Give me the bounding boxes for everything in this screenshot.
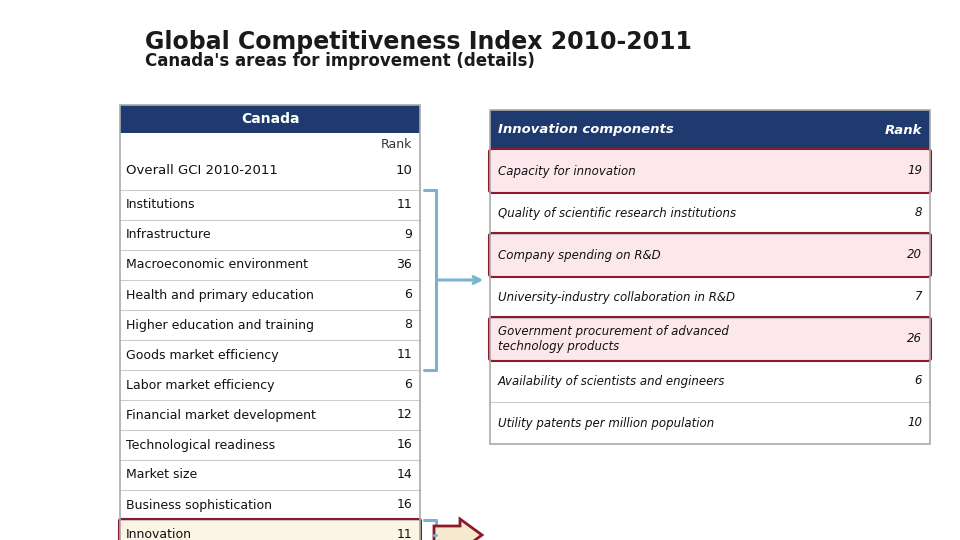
Text: 9: 9 [404, 228, 412, 241]
FancyBboxPatch shape [490, 360, 930, 402]
Text: Financial market development: Financial market development [126, 408, 316, 422]
Text: 14: 14 [396, 469, 412, 482]
FancyBboxPatch shape [490, 192, 930, 234]
Text: 11: 11 [396, 348, 412, 361]
Text: Labor market efficiency: Labor market efficiency [126, 379, 275, 392]
Text: 6: 6 [404, 379, 412, 392]
Text: Rank: Rank [380, 138, 412, 151]
Text: Goods market efficiency: Goods market efficiency [126, 348, 278, 361]
FancyBboxPatch shape [120, 105, 420, 133]
Text: Macroeconomic environment: Macroeconomic environment [126, 259, 308, 272]
Text: 6: 6 [915, 375, 922, 388]
Text: 6: 6 [404, 288, 412, 301]
FancyBboxPatch shape [490, 150, 930, 192]
FancyBboxPatch shape [120, 280, 420, 310]
FancyBboxPatch shape [120, 520, 420, 540]
FancyBboxPatch shape [120, 155, 420, 185]
Text: Canada: Canada [241, 112, 300, 126]
FancyBboxPatch shape [120, 460, 420, 490]
FancyBboxPatch shape [490, 318, 930, 360]
Text: Availability of scientists and engineers: Availability of scientists and engineers [498, 375, 726, 388]
Text: 8: 8 [404, 319, 412, 332]
Text: 8: 8 [915, 206, 922, 219]
Text: Company spending on R&D: Company spending on R&D [498, 248, 660, 261]
FancyBboxPatch shape [120, 220, 420, 250]
Text: Overall GCI 2010-2011: Overall GCI 2010-2011 [126, 164, 277, 177]
Text: Canada's areas for improvement (details): Canada's areas for improvement (details) [145, 52, 535, 70]
FancyBboxPatch shape [490, 276, 930, 318]
Text: 36: 36 [396, 259, 412, 272]
Text: 7: 7 [915, 291, 922, 303]
FancyBboxPatch shape [120, 430, 420, 460]
Text: 26: 26 [907, 333, 922, 346]
Text: 16: 16 [396, 498, 412, 511]
Text: Institutions: Institutions [126, 199, 196, 212]
FancyArrow shape [434, 519, 482, 540]
Text: Innovation components: Innovation components [498, 124, 674, 137]
Text: Technological readiness: Technological readiness [126, 438, 276, 451]
Text: Capacity for innovation: Capacity for innovation [498, 165, 636, 178]
Text: 11: 11 [396, 199, 412, 212]
Text: 20: 20 [907, 248, 922, 261]
Text: 16: 16 [396, 438, 412, 451]
Text: 10: 10 [907, 416, 922, 429]
FancyBboxPatch shape [490, 110, 930, 150]
Text: 12: 12 [396, 408, 412, 422]
Text: Government procurement of advanced
technology products: Government procurement of advanced techn… [498, 325, 729, 353]
Text: Global Competitiveness Index 2010-2011: Global Competitiveness Index 2010-2011 [145, 30, 692, 54]
Text: Utility patents per million population: Utility patents per million population [498, 416, 714, 429]
FancyBboxPatch shape [120, 310, 420, 340]
FancyBboxPatch shape [120, 340, 420, 370]
FancyBboxPatch shape [120, 490, 420, 520]
FancyBboxPatch shape [490, 402, 930, 444]
Text: Innovation: Innovation [126, 529, 192, 540]
FancyBboxPatch shape [490, 234, 930, 276]
Text: 19: 19 [907, 165, 922, 178]
Text: Infrastructure: Infrastructure [126, 228, 211, 241]
Text: Market size: Market size [126, 469, 197, 482]
Text: 10: 10 [396, 164, 412, 177]
Text: Business sophistication: Business sophistication [126, 498, 272, 511]
Text: Higher education and training: Higher education and training [126, 319, 314, 332]
Text: Quality of scientific research institutions: Quality of scientific research instituti… [498, 206, 736, 219]
Text: Health and primary education: Health and primary education [126, 288, 314, 301]
FancyBboxPatch shape [120, 400, 420, 430]
FancyBboxPatch shape [120, 370, 420, 400]
Text: Rank: Rank [884, 124, 922, 137]
Text: University-industry collaboration in R&D: University-industry collaboration in R&D [498, 291, 735, 303]
FancyBboxPatch shape [120, 190, 420, 220]
FancyBboxPatch shape [120, 250, 420, 280]
Text: 11: 11 [396, 529, 412, 540]
